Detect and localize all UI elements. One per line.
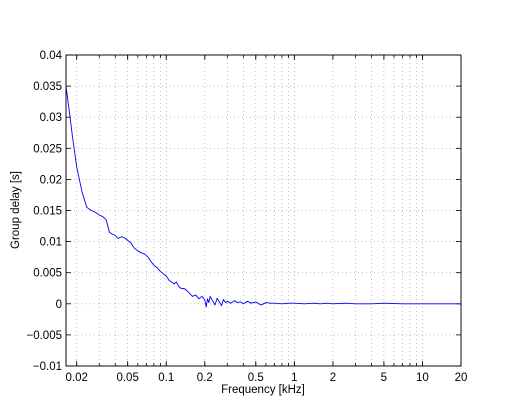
x-axis-label: Frequency [kHz] (221, 384, 305, 396)
plot-background (65, 54, 462, 367)
y-tick-label: 0 (56, 299, 62, 311)
x-tick-label: 10 (416, 372, 429, 384)
x-tick-label: 0.05 (116, 372, 138, 384)
y-tick-label: 0.035 (33, 81, 62, 93)
x-tick-label: 5 (381, 372, 387, 384)
x-tick-label: 0.02 (66, 372, 88, 384)
x-tick-label: 0.1 (158, 372, 174, 384)
series-layer (65, 86, 461, 308)
y-tick-label: 0.015 (33, 206, 62, 218)
y-tick-labels: −0.01 −0.005 0 0.005 0.01 0.015 0.02 0.025 0.03 0… (27, 50, 63, 373)
y-axis-label: Group delay [s] (10, 171, 22, 249)
x-tick-label: 2 (330, 372, 336, 384)
y-tick-label: 0.005 (33, 268, 62, 280)
axes-frame (65, 54, 462, 367)
y-tick-label: 0.04 (40, 50, 63, 62)
x-tick-label: 20 (455, 372, 468, 384)
x-tick-label: 1 (291, 372, 297, 384)
series-line-0 (65, 86, 461, 308)
y-tick-label: 0.025 (33, 143, 62, 155)
y-tick-label: 0.01 (40, 237, 62, 249)
x-tick-label: 0.2 (197, 372, 213, 384)
y-tick-label: −0.01 (33, 361, 62, 373)
y-tick-label: 0.02 (40, 174, 62, 186)
x-tick-labels: 0.02 0.05 0.1 0.2 0.5 1 2 5 10 20 (66, 372, 468, 384)
y-tick-label: 0.03 (40, 112, 62, 124)
y-tick-label: −0.005 (27, 330, 63, 342)
x-tick-label: 0.5 (248, 372, 264, 384)
